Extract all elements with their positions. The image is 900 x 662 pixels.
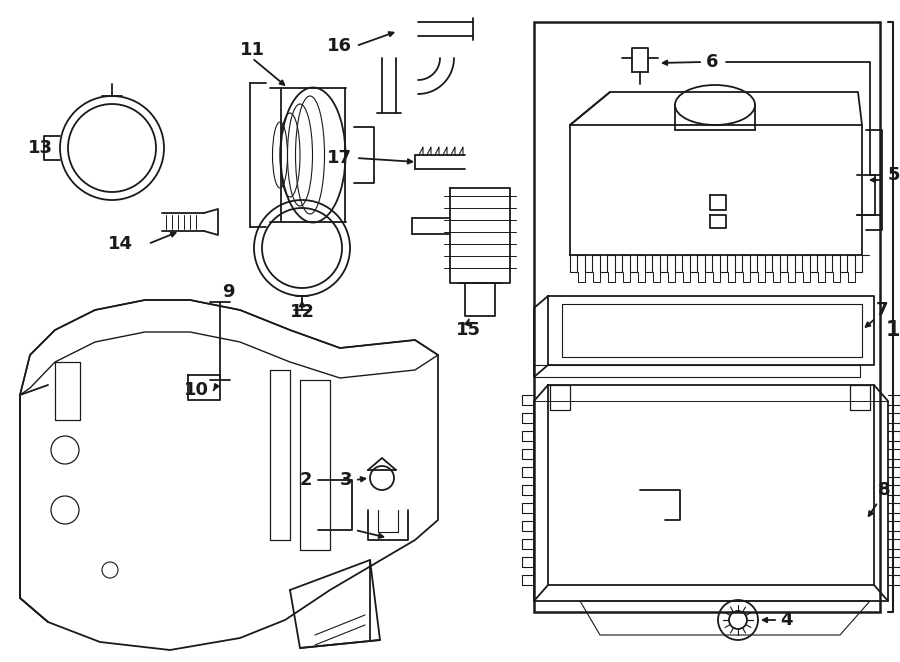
Text: 1: 1 — [886, 320, 900, 340]
Text: 14: 14 — [107, 235, 132, 253]
Text: 15: 15 — [455, 321, 481, 339]
Text: 9: 9 — [221, 283, 234, 301]
Text: 6: 6 — [706, 53, 718, 71]
Text: 2: 2 — [300, 471, 312, 489]
Text: 13: 13 — [28, 139, 53, 157]
Text: 16: 16 — [327, 37, 352, 55]
Text: 8: 8 — [878, 481, 891, 499]
Text: 10: 10 — [184, 381, 209, 399]
Bar — [534, 22, 880, 612]
Text: 4: 4 — [780, 611, 793, 629]
Text: 5: 5 — [888, 166, 900, 184]
Text: 11: 11 — [239, 41, 265, 59]
Text: 12: 12 — [290, 303, 314, 321]
Text: 7: 7 — [876, 301, 888, 319]
Text: 3: 3 — [339, 471, 352, 489]
Text: 17: 17 — [327, 149, 352, 167]
